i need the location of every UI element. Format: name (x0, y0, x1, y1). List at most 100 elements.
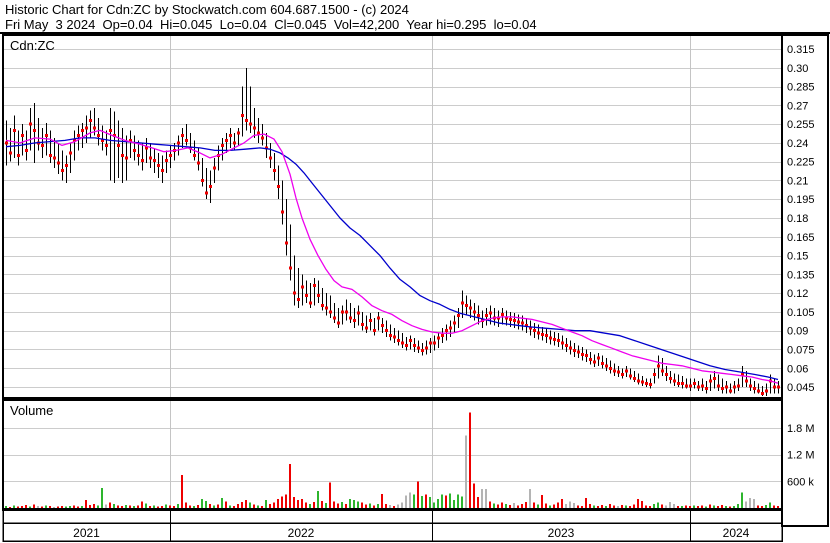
close-dot (25, 148, 28, 152)
volume-bar (713, 505, 715, 508)
close-dot (249, 122, 252, 126)
close-dot (693, 381, 696, 385)
volume-bar (297, 500, 299, 508)
close-dot (261, 136, 264, 140)
close-dot (221, 143, 224, 147)
close-dot (529, 326, 532, 330)
volume-bar (545, 503, 547, 508)
close-dot (673, 379, 676, 383)
close-dot (761, 391, 764, 395)
volume-bar (181, 475, 183, 508)
volume-bar (365, 504, 367, 508)
close-dot (181, 133, 184, 137)
close-dot (285, 241, 288, 245)
volume-bar (697, 506, 699, 508)
volume-bar (25, 504, 27, 508)
close-dot (353, 319, 356, 323)
close-dot (397, 339, 400, 343)
volume-bar (21, 506, 23, 508)
close-dot (121, 153, 124, 157)
volume-bar (541, 495, 543, 508)
close-dot (53, 156, 56, 160)
volume-bar (229, 505, 231, 508)
volume-bar (237, 504, 239, 508)
volume-tick-label: 600 k (787, 476, 814, 488)
volume-bar (353, 500, 355, 508)
close-dot (105, 143, 108, 147)
close-dot (593, 360, 596, 364)
close-dot (473, 310, 476, 314)
axis-label-column-border (781, 34, 829, 527)
close-dot (697, 385, 700, 389)
close-dot (225, 138, 228, 142)
volume-bar (465, 435, 467, 508)
header-line-1: Historic Chart for Cdn:ZC by Stockwatch.… (5, 2, 409, 17)
close-dot (537, 331, 540, 335)
close-dot (373, 329, 376, 333)
price-tick-label: 0.27 (787, 100, 808, 112)
volume-bar (41, 506, 43, 508)
close-dot (669, 376, 672, 380)
volume-bar (337, 503, 339, 508)
volume-bar (221, 498, 223, 508)
close-dot (713, 376, 716, 380)
volume-bar (593, 505, 595, 508)
volume-bar (549, 505, 551, 508)
volume-bar (225, 501, 227, 508)
close-dot (45, 133, 48, 137)
volume-bar (633, 504, 635, 508)
close-dot (541, 333, 544, 336)
volume-bar (641, 500, 643, 508)
volume-bar (765, 504, 767, 508)
volume-bar (153, 505, 155, 508)
volume-bar (577, 505, 579, 508)
volume-bar (637, 499, 639, 508)
close-dot (705, 386, 708, 390)
price-tick-label: 0.165 (787, 232, 815, 244)
close-dot (601, 361, 604, 365)
volume-bar (117, 505, 119, 508)
close-dot (85, 126, 88, 130)
volume-bar (689, 506, 691, 508)
volume-bar (557, 502, 559, 508)
close-dot (453, 321, 456, 325)
close-dot (333, 316, 336, 320)
volume-bar (201, 499, 203, 508)
volume-bar (73, 505, 75, 508)
close-dot (653, 373, 656, 376)
close-dot (313, 284, 316, 288)
volume-bar (553, 504, 555, 508)
volume-bar (309, 504, 311, 508)
volume-bar (97, 505, 99, 508)
volume-bar (349, 499, 351, 508)
close-dot (101, 138, 104, 142)
close-dot (169, 153, 172, 157)
close-dot (737, 384, 740, 388)
header-line-2: Fri May 3 2024 Op=0.04 Hi=0.045 Lo=0.04 … (5, 17, 537, 32)
volume-bar (457, 494, 459, 508)
volume-bar (125, 504, 127, 508)
close-dot (117, 143, 120, 147)
close-dot (437, 336, 440, 340)
close-dot (241, 113, 244, 117)
volume-bar (509, 504, 511, 508)
close-dot (361, 322, 364, 326)
volume-bar (437, 499, 439, 508)
volume-bar (45, 505, 47, 508)
volume-bar (433, 502, 435, 508)
price-tick-label: 0.105 (787, 307, 815, 319)
close-dot (717, 384, 720, 388)
close-dot (69, 151, 72, 155)
close-dot (521, 321, 524, 325)
volume-bar (761, 506, 763, 508)
volume-bar (333, 501, 335, 508)
volume-bar (445, 495, 447, 508)
close-dot (421, 349, 424, 353)
volume-bar (769, 502, 771, 508)
close-dot (113, 133, 116, 137)
volume-bar (481, 488, 483, 508)
price-tick-label: 0.075 (787, 345, 815, 357)
close-dot (301, 285, 304, 289)
close-dot (445, 329, 448, 333)
